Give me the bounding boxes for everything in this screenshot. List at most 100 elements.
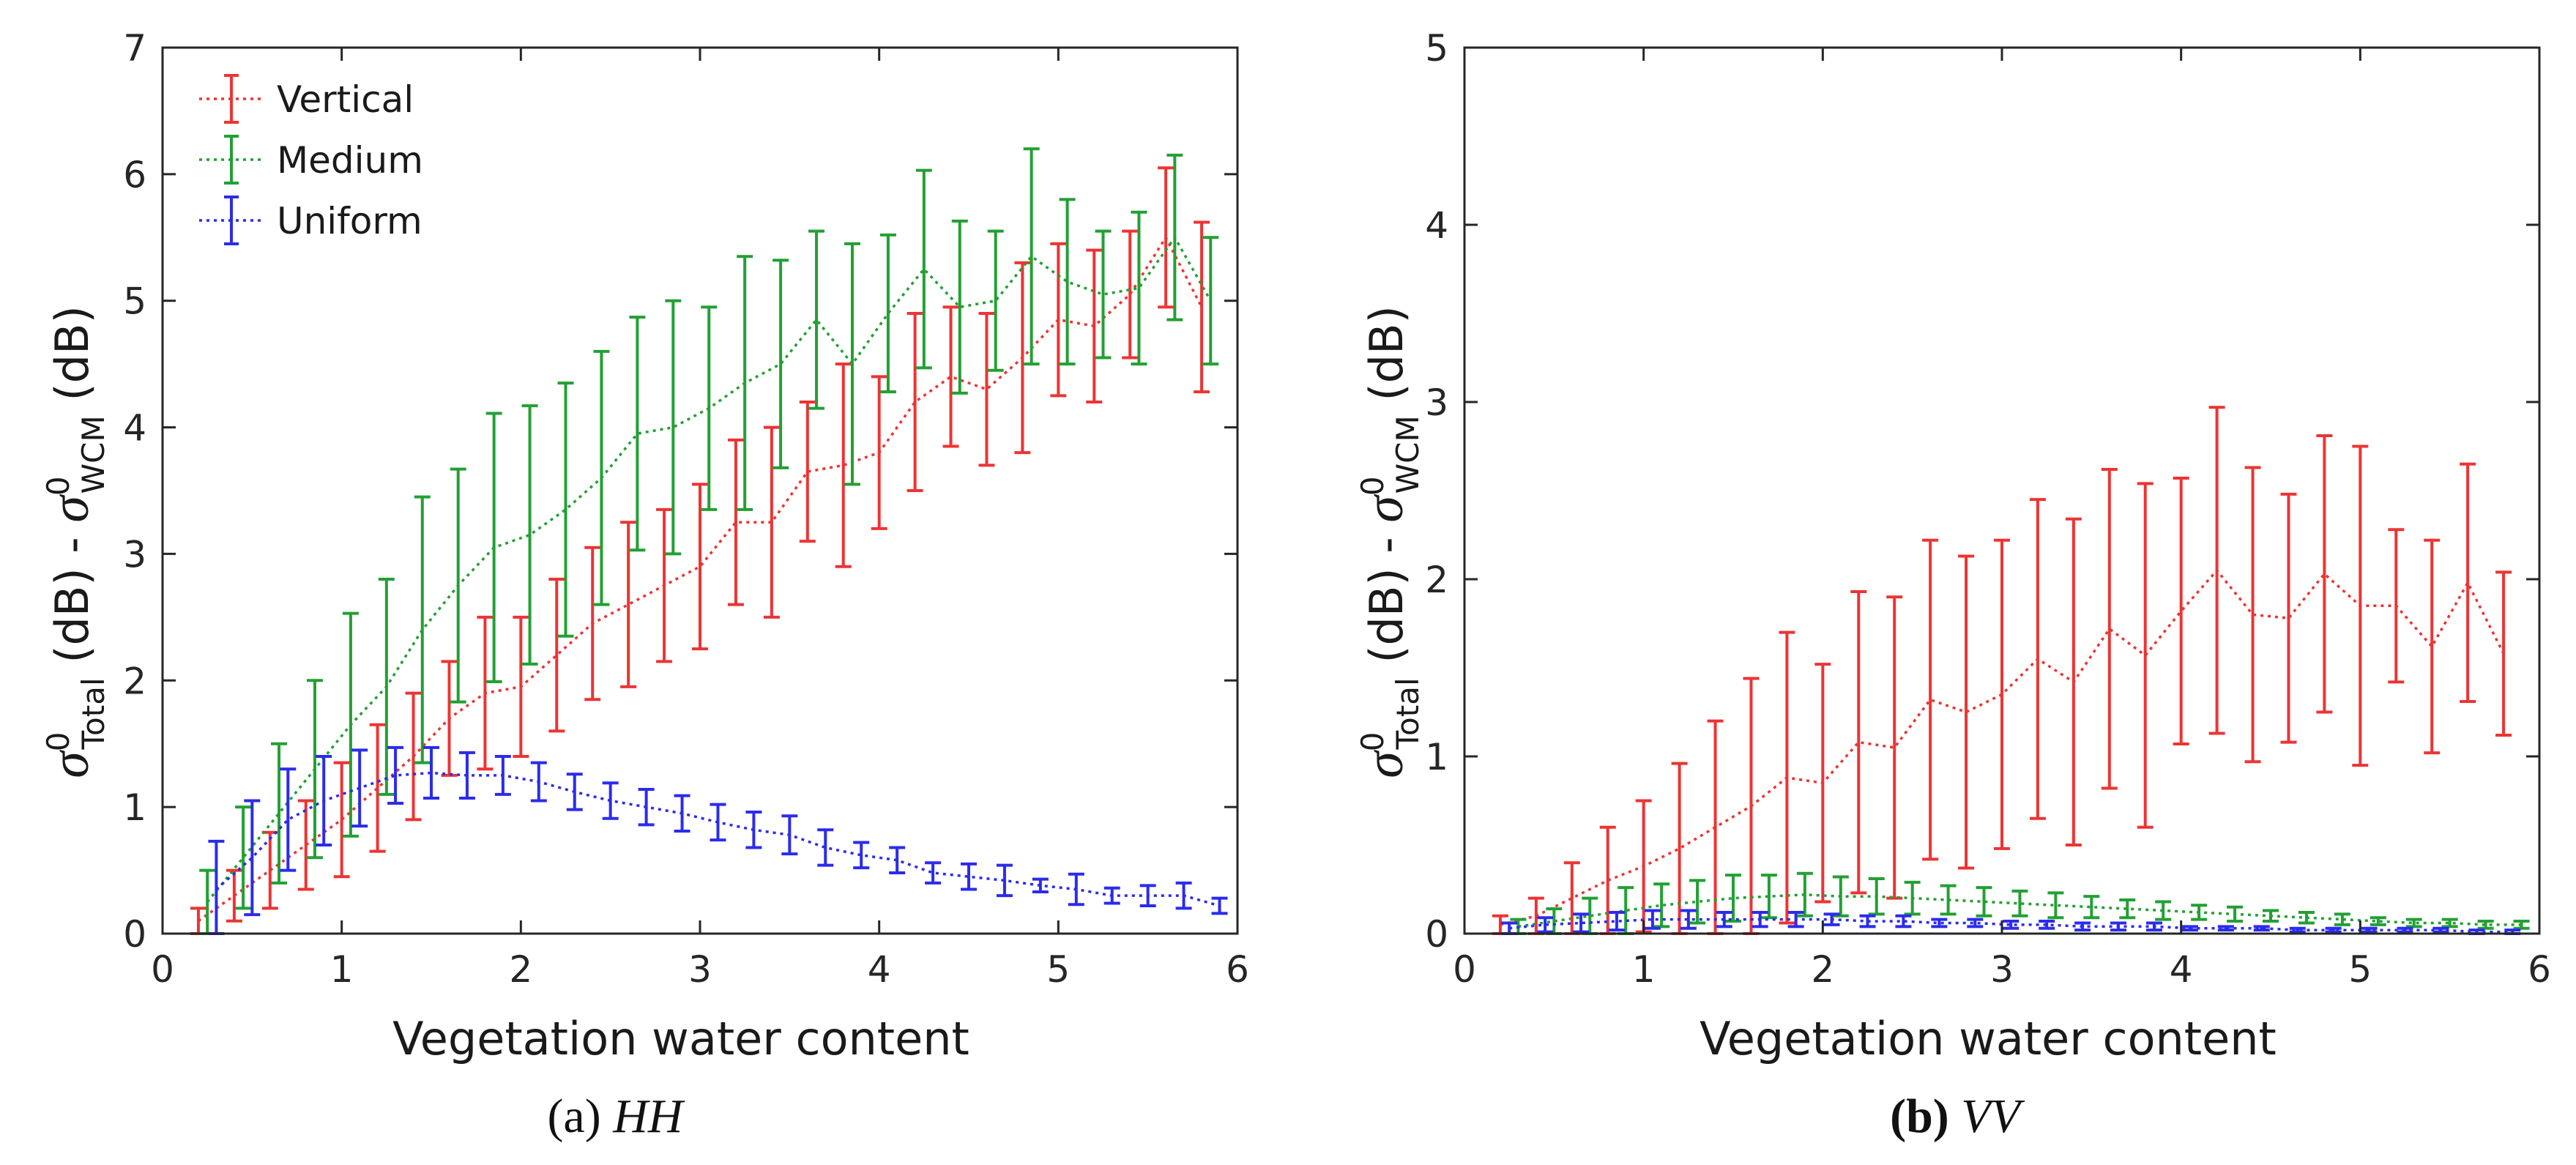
x-tick-label: 3 — [1990, 948, 2014, 991]
y-label-tail-vv: (dB) — [1360, 305, 1413, 415]
error-bar-medium — [987, 229, 1004, 372]
y-label-sup-2-vv: 0 — [1355, 476, 1391, 496]
error-bar-vertical — [978, 312, 995, 467]
error-bar-vertical — [1122, 229, 1139, 360]
error-bar-uniform — [925, 861, 942, 885]
error-bar-medium — [414, 495, 431, 764]
y-label-sup: 0 — [40, 732, 76, 751]
y-label-sub-total: Total — [75, 677, 111, 750]
error-bar-medium — [1202, 236, 1219, 366]
error-bar-uniform — [423, 745, 439, 800]
error-bar-uniform — [817, 828, 834, 867]
legend-entry-vertical: Vertical — [199, 74, 414, 124]
error-bar-medium — [2119, 898, 2136, 920]
error-bar-medium — [1059, 198, 1076, 366]
error-bar-medium — [2370, 916, 2386, 926]
error-bar-uniform — [2289, 926, 2306, 934]
error-bar-vertical — [2460, 462, 2476, 703]
y-label-sub-wcm: WCM — [75, 415, 111, 494]
error-bar-medium — [1796, 871, 1813, 918]
legend-label: Uniform — [277, 200, 422, 242]
error-bar-medium — [1689, 879, 1706, 925]
error-bar-uniform — [2325, 926, 2342, 934]
caption-vv: (b) VV — [1890, 1090, 2025, 1143]
axis-ticks-hh: 0 1 2 3 4 5 6 0 1 2 3 4 5 6 7 — [123, 27, 1249, 991]
error-bar-vertical — [2173, 477, 2189, 746]
error-bar-vertical — [1886, 595, 1903, 900]
y-tick-label: 4 — [1425, 204, 1448, 247]
error-bar-vertical — [333, 761, 350, 879]
x-tick-label: 4 — [2170, 948, 2193, 991]
y-axis-label-vv: σ0Total (dB) - σ0WCM (dB) — [1355, 305, 1426, 778]
error-bar-uniform — [2397, 926, 2413, 934]
error-bar-vertical — [620, 521, 637, 688]
axis-ticks-vv: 0 1 2 3 4 5 6 0 1 2 3 4 5 — [1425, 27, 2551, 991]
error-bar-medium — [1976, 886, 1992, 918]
error-bar-medium — [1095, 229, 1112, 360]
error-bar-uniform — [1967, 918, 1984, 928]
caption-prefix-vv: (b) — [1890, 1090, 1949, 1143]
error-bar-uniform — [961, 862, 977, 891]
error-bar-medium — [1760, 874, 1777, 920]
y-axis-label-hh: σ0Total (dB) - σ0WCM (dB) — [40, 305, 111, 778]
y-label-mid-vv: (dB) - — [1360, 523, 1413, 678]
series-line-medium — [206, 235, 1212, 903]
error-bar-medium — [2477, 920, 2494, 930]
error-bar-uniform — [1644, 909, 1661, 930]
error-bar-vertical — [2137, 482, 2154, 829]
error-bar-medium — [951, 219, 968, 395]
y-label-sub-wcm-vv: WCM — [1390, 415, 1426, 494]
y-tick-label: 5 — [123, 280, 146, 323]
error-bar-uniform — [1537, 916, 1554, 934]
error-bar-uniform — [1895, 914, 1912, 928]
error-bar-medium — [1653, 882, 1670, 928]
error-bar-vertical — [907, 312, 923, 492]
x-tick-label: 6 — [2528, 948, 2551, 991]
error-bar-uniform — [2217, 925, 2234, 932]
error-bar-vertical — [2244, 466, 2261, 764]
x-tick-label: 2 — [509, 948, 532, 991]
x-tick-label: 4 — [868, 948, 891, 991]
error-bar-vertical — [297, 799, 314, 891]
caption-prefix-hh: (a) — [547, 1090, 600, 1143]
caption-hh: (a) HH — [547, 1090, 685, 1143]
y-tick-label: 6 — [123, 154, 146, 196]
error-bar-vertical — [835, 362, 852, 568]
y-tick-label: 0 — [123, 913, 146, 956]
y-tick-label: 3 — [1425, 381, 1448, 424]
error-bar-vertical — [1994, 538, 2010, 850]
y-tick-label: 0 — [1425, 913, 1448, 956]
error-bar-vertical — [1194, 220, 1210, 394]
error-bar-medium — [808, 229, 825, 410]
x-tick-label: 2 — [1811, 948, 1834, 991]
y-label-symbol-2: σ — [40, 494, 100, 523]
error-bar-vertical — [2424, 538, 2441, 755]
error-bar-medium — [2011, 889, 2028, 918]
error-bar-uniform — [2253, 925, 2270, 932]
chart-marks-hh — [190, 147, 1228, 935]
caption-italic-vv: VV — [1961, 1090, 2025, 1143]
error-bar-medium — [773, 258, 789, 469]
error-bar-vertical — [2280, 492, 2297, 744]
error-bar-medium — [915, 168, 932, 370]
error-bar-vertical — [763, 425, 780, 619]
chart-panel-vv: 0 1 2 3 4 5 6 0 1 2 3 4 5 Vegetation water content σ… — [1355, 27, 2551, 1143]
error-bar-medium — [521, 404, 538, 666]
error-bar-medium — [557, 381, 574, 638]
y-label-symbol: σ — [40, 750, 100, 778]
y-tick-label: 4 — [123, 407, 146, 450]
error-bar-medium — [271, 742, 288, 885]
error-bar-medium — [2334, 912, 2350, 926]
series-medium — [199, 147, 1219, 935]
error-bar-uniform — [853, 841, 870, 870]
error-bar-uniform — [2361, 926, 2378, 934]
error-bar-uniform — [889, 846, 906, 875]
x-tick-label: 0 — [1453, 948, 1476, 991]
y-tick-label: 5 — [1425, 27, 1448, 70]
error-bar-medium — [2513, 920, 2530, 930]
error-bar-vertical — [369, 723, 386, 853]
x-tick-label: 5 — [2348, 948, 2372, 991]
error-bar-vertical — [692, 483, 708, 651]
error-bar-medium — [2083, 895, 2100, 920]
series-line-uniform — [1509, 918, 2513, 934]
